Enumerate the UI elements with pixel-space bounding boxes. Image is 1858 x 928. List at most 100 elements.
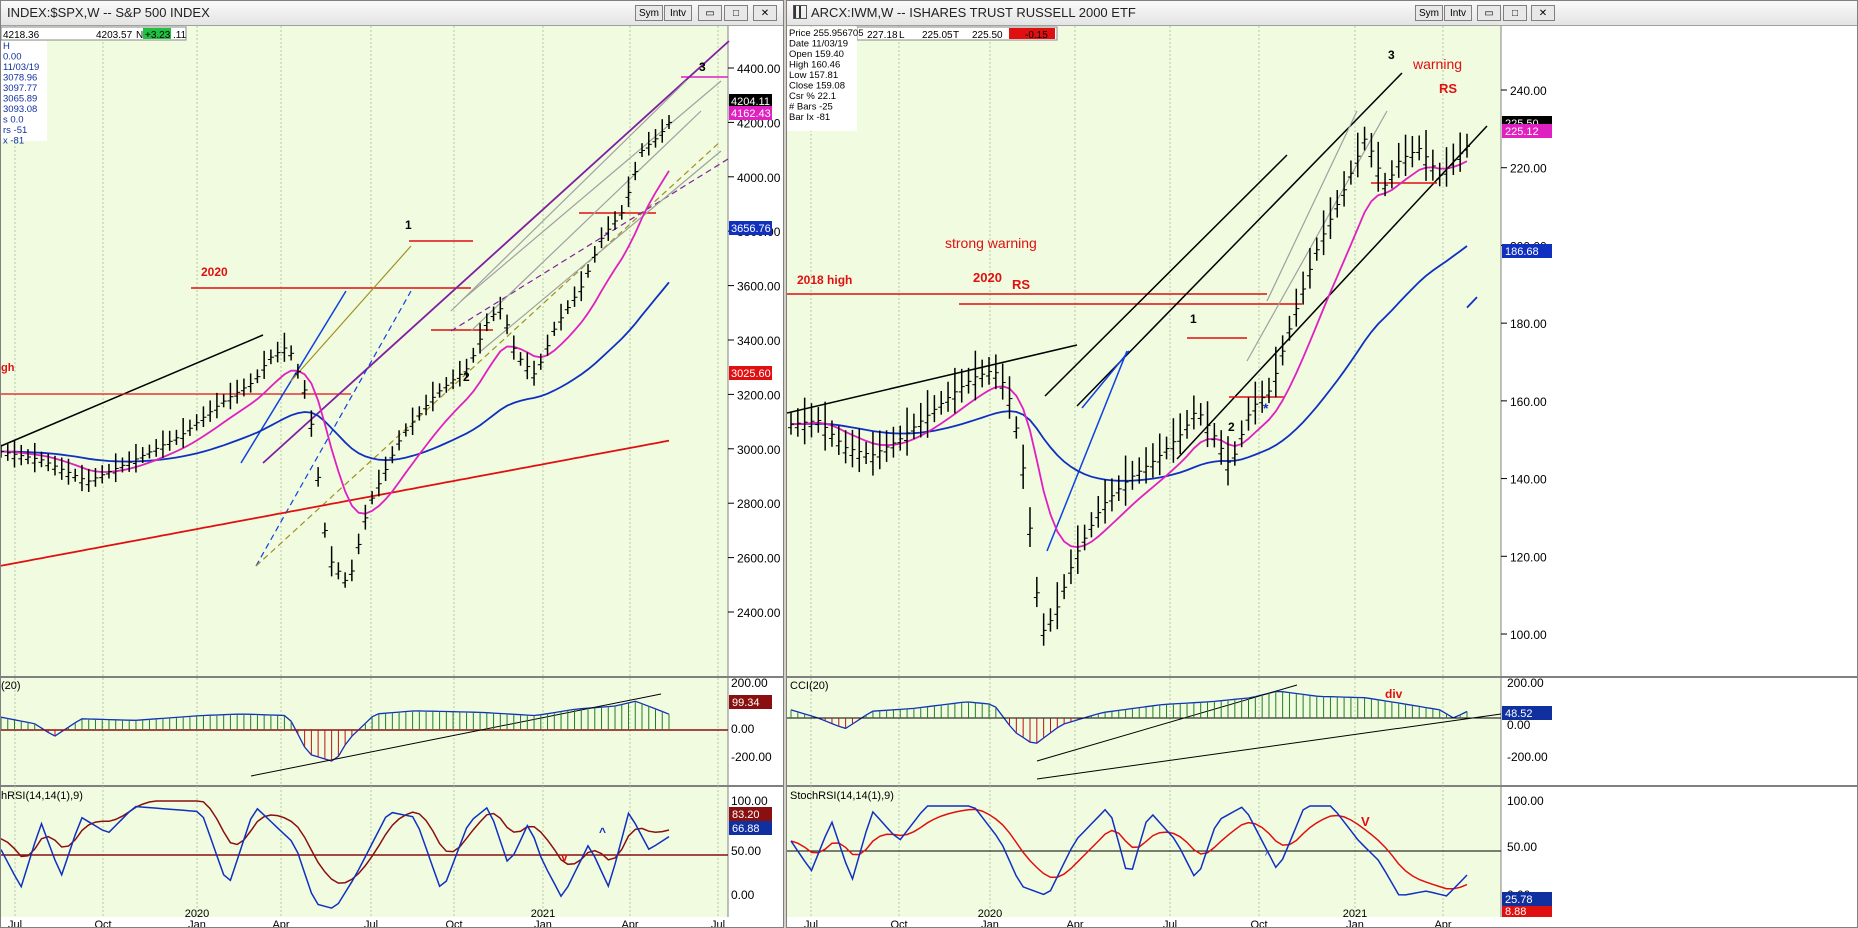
stoch-tag	[1502, 906, 1552, 917]
stoch-tick-label: 0.00	[731, 888, 755, 902]
info-value: N	[136, 30, 143, 41]
data-window-line: s 0.0	[3, 115, 24, 126]
data-window	[787, 27, 857, 131]
cci-tag	[729, 695, 772, 709]
sym-button[interactable]: Sym	[1415, 5, 1443, 21]
x-tick-label: Jul	[1163, 919, 1177, 928]
cci-tag	[1502, 706, 1552, 720]
y-tick-label: 3600.00	[737, 280, 781, 294]
price-pane-bg	[1, 26, 728, 676]
channel-upper	[1076, 72, 1403, 407]
annotation-2018-high: 2018 high	[797, 273, 852, 287]
y-tick-label: 3400.00	[737, 334, 781, 348]
spx-chart-window: INDEX:$SPX,W -- S&P 500 INDEX Sym Intv ▭…	[0, 0, 784, 928]
olive-line	[290, 245, 412, 382]
annotation-3: 3	[1388, 48, 1395, 62]
maximize-button[interactable]: □	[724, 5, 748, 21]
data-window	[1, 41, 47, 141]
stoch-mark-v: v	[561, 850, 568, 864]
annotation-high: gh	[1, 362, 15, 374]
annotation-2: 2	[1228, 420, 1235, 434]
ema-10-line	[790, 160, 1468, 549]
y-tick-label: 2800.00	[737, 497, 781, 511]
x-tick-label: Apr	[621, 919, 638, 928]
stoch-tag	[729, 807, 772, 821]
stoch-line	[1, 805, 670, 909]
minimize-button[interactable]: ▭	[698, 5, 722, 21]
sym-button[interactable]: Sym	[635, 5, 663, 21]
x-tick-label: Jan	[188, 919, 206, 928]
spx-chart-svg: 4400.004200.004000.003800.003600.003400.…	[1, 26, 783, 928]
price-axis-bg	[728, 26, 783, 917]
annotation-1: 1	[1190, 312, 1197, 326]
x-tick-label: Apr	[1434, 919, 1451, 928]
channel-gray	[1246, 110, 1388, 362]
data-window-line: 3065.89	[3, 94, 37, 105]
stochrsi-pane-bg	[1, 787, 728, 917]
annotation-rs-2: RS	[1439, 81, 1457, 96]
info-value: .11	[173, 30, 187, 41]
cci-tick-label: 0.00	[731, 722, 755, 736]
year-label: 2020	[185, 908, 209, 920]
price-tag-label: 4204.11	[731, 96, 770, 108]
ma-40-line	[790, 245, 1468, 482]
cci-tick-label: -200.00	[1507, 750, 1548, 764]
price-tag	[729, 94, 772, 108]
stoch-label: StochRSI(14,14(1),9)	[790, 790, 894, 802]
x-tick-label: Jul	[8, 919, 22, 928]
x-tick-label: Jul	[711, 919, 725, 928]
data-window-line: High 160.46	[789, 60, 840, 71]
stochrsi-pane-bg	[787, 787, 1501, 917]
price-tag-label: 3025.60	[731, 368, 771, 380]
data-window-line: # Bars -25	[789, 102, 833, 113]
change-bg	[143, 28, 171, 39]
channel-gray	[450, 80, 687, 312]
mid-dash	[450, 158, 729, 332]
year-label: 2020	[978, 908, 1002, 920]
maximize-button[interactable]: □	[1503, 5, 1527, 21]
channel-gray	[1266, 110, 1358, 302]
x-tick-label: Jul	[364, 919, 378, 928]
y-tick-label: 100.00	[1510, 628, 1547, 642]
cci-line	[1, 700, 670, 762]
y-tick-label: 120.00	[1510, 550, 1547, 564]
stoch-tag-label: 25.78	[1505, 894, 1533, 906]
date-axis-bg	[787, 917, 1857, 927]
iwm-title-bar: ARCX:IWM,W -- ISHARES TRUST RUSSELL 2000…	[787, 1, 1857, 26]
price-axis-bg	[1501, 26, 1857, 917]
info-value: 4218.36	[3, 30, 40, 41]
cci-tag-label: 48.52	[1505, 708, 1533, 720]
stoch-tick-label: 100.00	[1507, 794, 1544, 808]
price-tag-label: 186.68	[1505, 246, 1539, 258]
info-value: 227.18	[867, 30, 898, 41]
intv-button[interactable]: Intv	[1444, 5, 1472, 21]
price-tag	[729, 366, 772, 380]
data-window-line: 3093.08	[3, 104, 37, 115]
info-value: L	[899, 30, 905, 41]
y-tick-label: 160.00	[1510, 395, 1547, 409]
close-button[interactable]: ✕	[1531, 5, 1555, 21]
chart-icon	[793, 5, 807, 19]
stoch-tag	[729, 821, 772, 835]
stoch-signal-line	[1, 800, 670, 884]
close-button[interactable]: ✕	[753, 5, 777, 21]
y-tick-label: 2600.00	[737, 552, 781, 566]
cci-pane-bg	[787, 678, 1501, 785]
ma-40-tail	[1466, 296, 1478, 309]
stoch-mark-caret: ^	[599, 825, 606, 839]
info-value: 225.50	[972, 30, 1003, 41]
minimize-button[interactable]: ▭	[1477, 5, 1501, 21]
data-window-line: Open 159.40	[789, 49, 844, 60]
price-tag-label: 4162.43	[731, 108, 771, 120]
channel-gray	[460, 80, 722, 302]
intv-button[interactable]: Intv	[664, 5, 692, 21]
data-window-line: Price 255.956705	[789, 28, 863, 39]
x-tick-label: Apr	[1066, 919, 1083, 928]
stoch-tag	[1502, 892, 1552, 906]
data-window-line: H	[3, 41, 10, 52]
data-window-line: 3097.77	[3, 83, 37, 94]
price-tag	[1502, 124, 1552, 138]
uptrend-dash	[255, 290, 412, 567]
y-tick-label: 220.00	[1510, 162, 1547, 176]
info-value: 225.05	[922, 30, 953, 41]
